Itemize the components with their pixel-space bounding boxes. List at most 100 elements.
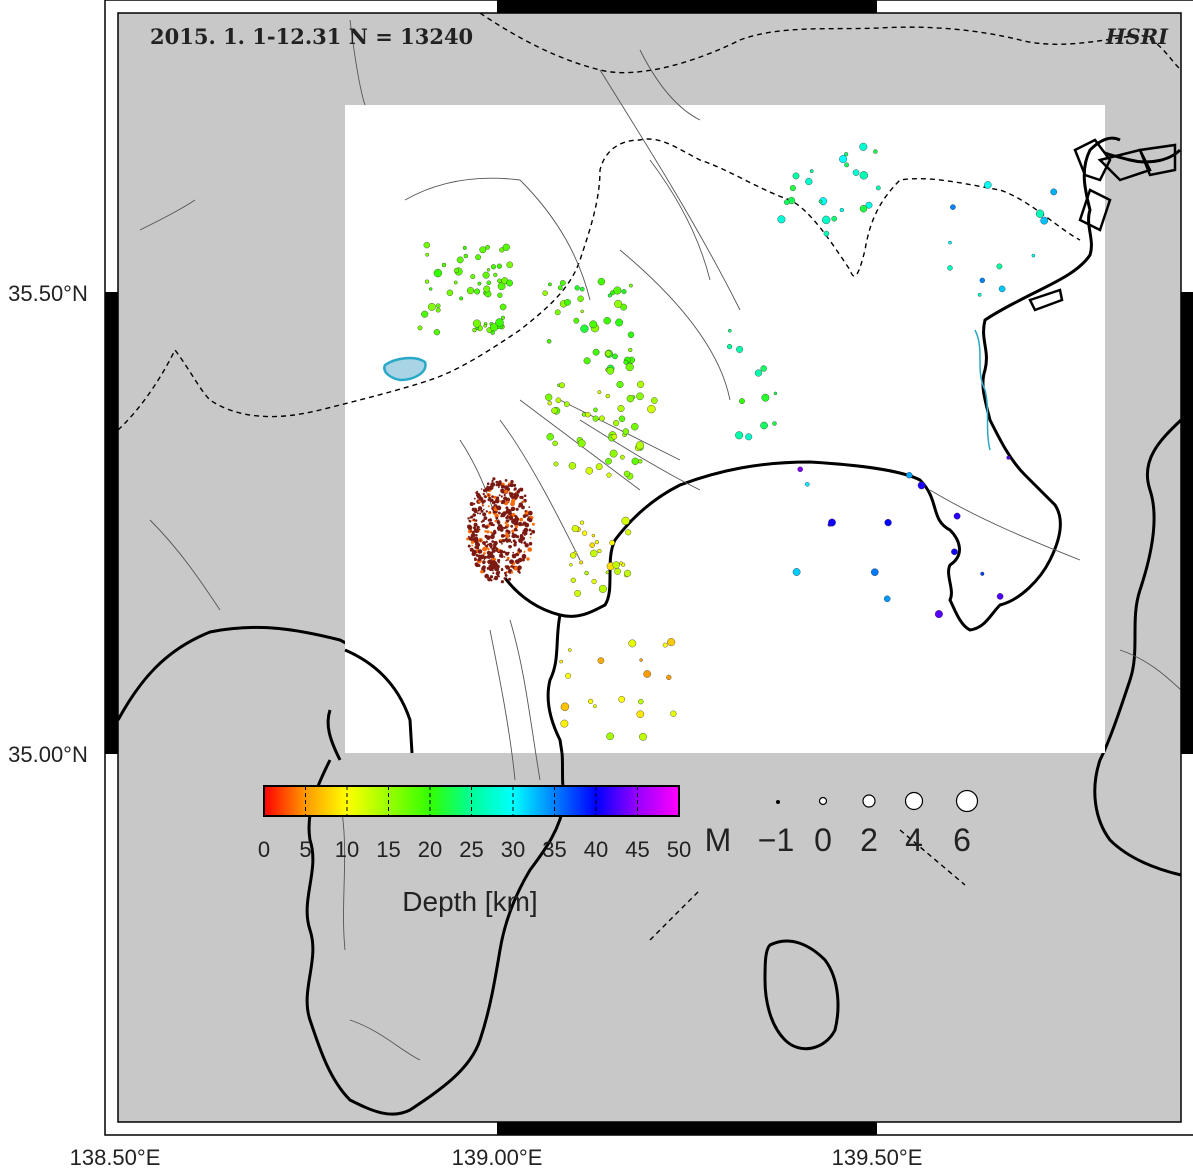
earthquake-marker [490,323,499,332]
swarm-marker [519,534,524,538]
earthquake-marker [598,584,607,593]
earthquake-marker [773,391,778,396]
swarm-marker [483,495,487,498]
earthquake-marker [493,272,498,277]
swarm-marker [511,529,515,533]
swarm-marker [499,538,502,542]
swarm-marker [467,525,473,531]
earthquake-marker [667,638,676,647]
swarm-marker [483,543,486,546]
earthquake-marker [947,265,953,271]
earthquake-marker [579,520,585,525]
frame-scale-bars [105,0,1193,1135]
earthquake-marker [865,201,873,209]
earthquake-marker [628,639,637,648]
swarm-marker [483,565,486,568]
swarm-marker [524,510,527,513]
earthquake-marker [605,393,610,399]
earthquake-marker [638,698,644,705]
earthquake-marker [624,569,632,577]
earthquake-marker [441,262,447,268]
earthquake-marker [670,710,677,717]
swarm-marker [518,521,523,527]
colorbar-tick-label: 10 [335,837,359,862]
swarm-marker [504,489,508,494]
swarm-marker [488,559,493,563]
swarm-marker [521,558,525,562]
swarm-marker [522,555,525,558]
earthquake-marker [486,280,492,286]
earthquake-marker [844,162,849,168]
earthquake-marker [1031,253,1036,258]
earthquake-marker [629,283,633,288]
earthquake-marker [614,568,621,575]
swarm-marker [467,535,470,538]
swarm-marker [493,540,498,546]
swarm-marker [505,559,507,562]
swarm-marker [483,558,486,560]
earthquake-marker [421,310,429,318]
earthquake-marker [417,325,423,331]
earthquake-marker [639,732,647,741]
earthquake-marker [569,563,573,567]
coast-highlight [974,329,991,451]
swarm-marker [486,482,490,486]
colorbar-ticks: 0 5 10 15 20 25 30 35 40 45 50 [258,786,691,862]
earthquake-marker [560,702,570,711]
swarm-marker [474,528,479,533]
swarm-marker [473,502,476,505]
swarm-marker [473,526,476,530]
swarm-marker [473,520,476,523]
swarm-marker [509,492,514,497]
earthquake-marker [735,431,744,440]
swarm-marker [515,552,519,556]
earthquake-marker [996,593,1004,600]
colorbar-tick-label: 20 [418,837,442,862]
earthquake-marker [597,390,602,395]
swarm-marker [524,543,529,548]
swarm-marker [523,550,526,553]
swarm-marker [490,536,494,540]
earthquake-marker [818,199,823,204]
earthquake-marker [453,267,460,274]
swarm-marker [477,549,483,554]
swarm-marker [531,522,535,526]
earthquake-marker [950,204,956,210]
swarm-marker [528,541,533,546]
earthquake-marker [822,215,831,225]
earthquake-marker [906,472,913,479]
swarm-marker [504,571,507,575]
earthquake-marker [581,530,588,536]
swarm-marker [482,512,487,517]
swarm-marker [519,504,523,508]
swarm-marker [506,556,510,560]
earthquake-marker [917,481,926,490]
colorbar-tick-label: 35 [542,837,566,862]
earthquake-marker [809,169,814,174]
earthquake-marker [560,719,569,728]
swarm-marker [501,542,503,545]
earthquake-marker [620,454,625,460]
swarm-marker [523,494,527,498]
earthquake-marker [622,428,629,435]
swarm-marker [500,515,503,518]
swarm-marker [474,557,477,560]
swarm-marker [491,479,494,483]
swarm-marker [499,500,502,503]
earthquake-marker [583,357,591,365]
mag-symbol [955,789,979,813]
earthquake-marker [623,470,631,477]
earthquake-marker [553,461,559,467]
earthquake-marker [739,398,745,404]
swarm-marker [501,500,504,503]
swarm-marker [471,530,475,534]
earthquake-marker [618,415,626,422]
earthquake-marker [614,299,623,308]
mag-value-label: 0 [814,822,832,858]
swarm-marker [486,530,490,534]
swarm-marker [513,523,516,526]
swarm-marker [509,483,514,488]
swarm-marker [485,540,488,543]
swarm-marker [483,516,488,520]
prefecture-boundaries [117,12,1182,941]
